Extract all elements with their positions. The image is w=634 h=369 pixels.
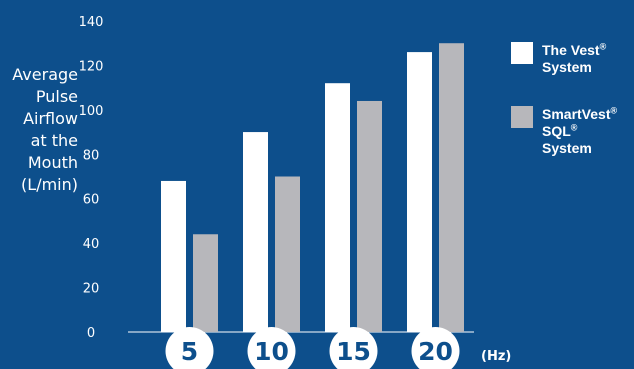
x-tick-label: 20	[418, 337, 453, 366]
legend-swatch-the-vest	[511, 42, 533, 64]
y-axis-label: Average Pulse Airflow at the Mouth (L/mi…	[0, 64, 78, 196]
x-tick-circle	[411, 327, 460, 369]
y-tick-label: 40	[83, 237, 100, 252]
y-tick-label: 100	[79, 104, 104, 119]
bar-smartvest-5	[193, 234, 218, 332]
bar-the-vest-15	[325, 83, 350, 332]
legend-swatch-smartvest	[511, 106, 533, 128]
y-axis-label-line: Average	[12, 65, 78, 84]
x-tick-circle	[329, 327, 378, 369]
y-tick-label: 80	[83, 148, 100, 163]
y-axis-label-line: at the	[30, 131, 78, 150]
y-axis-label-line: (L/min)	[21, 175, 78, 194]
y-axis-label-line: Pulse	[35, 87, 78, 106]
bar-the-vest-10	[243, 132, 268, 332]
legend-line: System	[542, 140, 592, 156]
x-unit-label: (Hz)	[481, 349, 511, 364]
x-tick-label: 5	[181, 337, 198, 366]
y-tick-label: 140	[79, 15, 104, 30]
y-axis-label-line: Airflow	[23, 109, 78, 128]
x-tick-label: 15	[336, 337, 371, 366]
x-tick-circle	[247, 327, 296, 369]
legend-line: The Vest®	[542, 41, 607, 58]
bar-smartvest-10	[275, 176, 300, 332]
bar-smartvest-20	[439, 43, 464, 332]
legend-line: System	[542, 59, 592, 75]
legend-label-the-vest: The Vest® System	[542, 42, 634, 76]
legend-line: SmartVest®	[542, 105, 618, 122]
x-tick-circle	[165, 327, 214, 369]
y-axis-label-line: Mouth	[27, 153, 78, 172]
bar-the-vest-5	[161, 180, 186, 332]
legend-line: SQL®	[542, 122, 578, 139]
bar-the-vest-20	[407, 52, 432, 332]
y-tick-label: 120	[79, 59, 104, 74]
x-tick-label: 10	[254, 337, 289, 366]
y-tick-label: 0	[87, 326, 95, 341]
bar-smartvest-15	[357, 100, 382, 332]
y-tick-label: 60	[83, 193, 100, 208]
legend-label-smartvest: SmartVest® SQL® System	[542, 106, 634, 157]
y-tick-label: 20	[83, 282, 100, 297]
